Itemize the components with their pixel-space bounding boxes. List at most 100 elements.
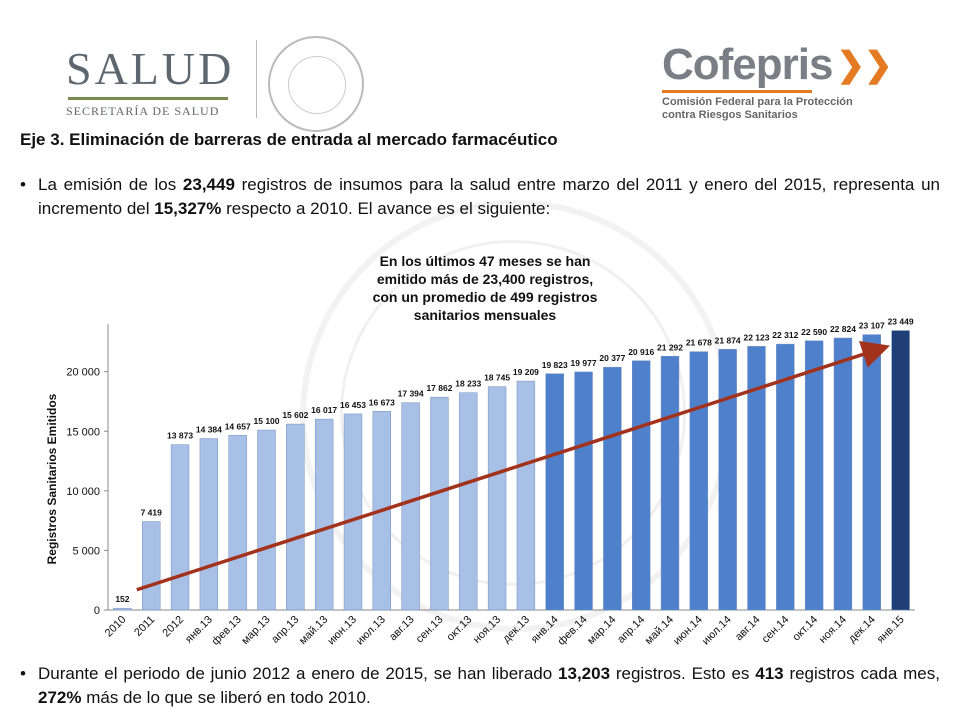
bullet2-text-3: registros cada mes, — [783, 664, 940, 683]
bar — [545, 373, 564, 611]
bar-value-label: 15 100 — [254, 416, 280, 426]
x-tick-label: июл.14 — [700, 614, 734, 648]
bar — [228, 435, 247, 611]
bar-value-label: 16 673 — [369, 397, 395, 407]
bar — [574, 371, 593, 611]
bar-value-label: 16 017 — [311, 405, 337, 415]
salud-logo-bar — [68, 97, 228, 100]
cofepris-logo-text: Cofepris ❯❯ — [662, 40, 892, 89]
bullet-dot: • — [20, 175, 26, 194]
bullet2-bold-1: 13,203 — [558, 664, 611, 683]
x-tick-label: мар.13 — [239, 614, 272, 647]
bar — [459, 392, 478, 611]
bullet-dot: • — [20, 664, 26, 683]
bar — [718, 349, 737, 611]
logo-separator — [256, 40, 257, 118]
bullet1-text-2: registros de insumos para la salud entre… — [38, 175, 940, 218]
x-tick-label: май.14 — [643, 614, 676, 647]
bar-value-label: 17 394 — [398, 389, 424, 399]
bar-value-label: 23 449 — [888, 317, 914, 327]
cofepris-logo-word: Cofepris — [662, 40, 833, 89]
bar-value-label: 13 873 — [167, 431, 193, 441]
cofepris-logo-subtitle-2: contra Riesgos Sanitarios — [662, 109, 798, 121]
chart-subtitle: En los últimos 47 meses se han emitido m… — [330, 252, 640, 324]
y-tick-label: 15 000 — [66, 426, 100, 438]
bar — [632, 360, 651, 611]
x-tick-label: ноя.13 — [471, 614, 503, 646]
x-tick-label: сен.14 — [760, 614, 792, 646]
x-tick-label: сен.13 — [414, 614, 446, 646]
bar-value-label: 15 602 — [282, 410, 308, 420]
bar-value-label: 152 — [115, 594, 129, 604]
bar-value-label: 20 916 — [628, 347, 654, 357]
x-tick-label: июн.14 — [671, 614, 705, 648]
bar — [487, 386, 507, 611]
y-tick-label: 0 — [94, 605, 100, 617]
bar — [603, 366, 622, 611]
bar-value-label: 22 590 — [801, 327, 827, 337]
bullet2-text-4: más de lo que se liberó en todo 2010. — [81, 688, 371, 707]
bullet1-bold-1: 23,449 — [182, 175, 235, 194]
bar-value-label: 21 292 — [657, 342, 683, 352]
cofepris-arrows-icon: ❯❯ — [836, 46, 892, 84]
mexico-coat-of-arms-seal — [268, 36, 364, 132]
bar — [257, 429, 276, 611]
x-tick-label: апр.14 — [615, 614, 647, 646]
x-tick-label: авг.14 — [733, 614, 763, 644]
bar-value-label: 22 123 — [743, 332, 769, 342]
bar — [660, 356, 680, 611]
bar — [113, 607, 132, 611]
bar — [516, 380, 536, 611]
chart-subtitle-line-1: En los últimos 47 meses se han — [379, 253, 591, 269]
cofepris-logo: Cofepris ❯❯ Comisión Federal para la Prot… — [662, 40, 892, 122]
x-tick-label: ноя.14 — [817, 614, 849, 646]
bar — [804, 340, 824, 611]
bar — [401, 402, 420, 611]
bar — [833, 337, 853, 611]
bar — [776, 343, 795, 611]
bar-value-label: 20 377 — [599, 353, 625, 363]
bar-value-label: 18 233 — [455, 379, 481, 389]
bar-value-label: 21 678 — [686, 338, 712, 348]
x-tick-label: июл.13 — [354, 614, 388, 648]
bar-value-label: 18 745 — [484, 373, 510, 383]
x-tick-label: 2010 — [103, 614, 129, 640]
bar — [170, 444, 190, 611]
bar-value-label: 17 862 — [426, 383, 452, 393]
x-tick-label: окт.14 — [790, 614, 820, 644]
bar — [430, 396, 449, 611]
bullet1-text-3: respecto a 2010. El avance es el siguien… — [221, 199, 551, 218]
bar — [689, 351, 709, 611]
bullet-paragraph-1: • La emisión de los 23,449 registros de … — [20, 173, 940, 221]
x-tick-label: фев.14 — [556, 614, 590, 648]
bullet2-text-1: Durante el periodo de junio 2012 a enero… — [38, 664, 559, 683]
x-tick-label: окт.13 — [445, 614, 475, 644]
bar-value-label: 21 874 — [715, 335, 741, 345]
bar — [891, 330, 910, 611]
bar-value-label: 16 453 — [340, 400, 366, 410]
section-heading: Eje 3. Eliminación de barreras de entrad… — [20, 130, 558, 149]
x-tick-label: мар.14 — [585, 614, 618, 647]
bar — [862, 334, 881, 611]
x-tick-label: дек.14 — [846, 614, 878, 646]
trend-arrow — [136, 340, 890, 592]
chart-subtitle-line-2: emitido más de 23,400 registros, — [376, 271, 594, 287]
bullet2-bold-3: 272% — [38, 688, 82, 707]
bar-value-label: 14 384 — [196, 425, 222, 435]
bar — [747, 346, 766, 611]
x-tick-label: 2012 — [160, 614, 186, 640]
bullet1-bold-2: 15,327% — [154, 199, 222, 218]
seal-inner-ring — [288, 56, 346, 114]
x-tick-label: янв.15 — [875, 614, 907, 646]
bullet2-bold-2: 413 — [755, 664, 784, 683]
y-tick-label: 5 000 — [72, 545, 100, 557]
y-axis-label: Registros Sanitarios Emitidos — [45, 393, 59, 564]
cofepris-logo-subtitle-1: Comisión Federal para la Protección — [662, 96, 853, 108]
salud-logo-subtitle: SECRETARÍA DE SALUD — [66, 104, 220, 118]
bar — [142, 521, 161, 611]
bar-value-label: 14 657 — [225, 421, 251, 431]
chart-subtitle-line-3: con un promedio de 499 registros — [372, 289, 598, 305]
x-tick-label: июн.13 — [325, 614, 359, 648]
salud-logo-text: SALUD — [66, 43, 235, 94]
